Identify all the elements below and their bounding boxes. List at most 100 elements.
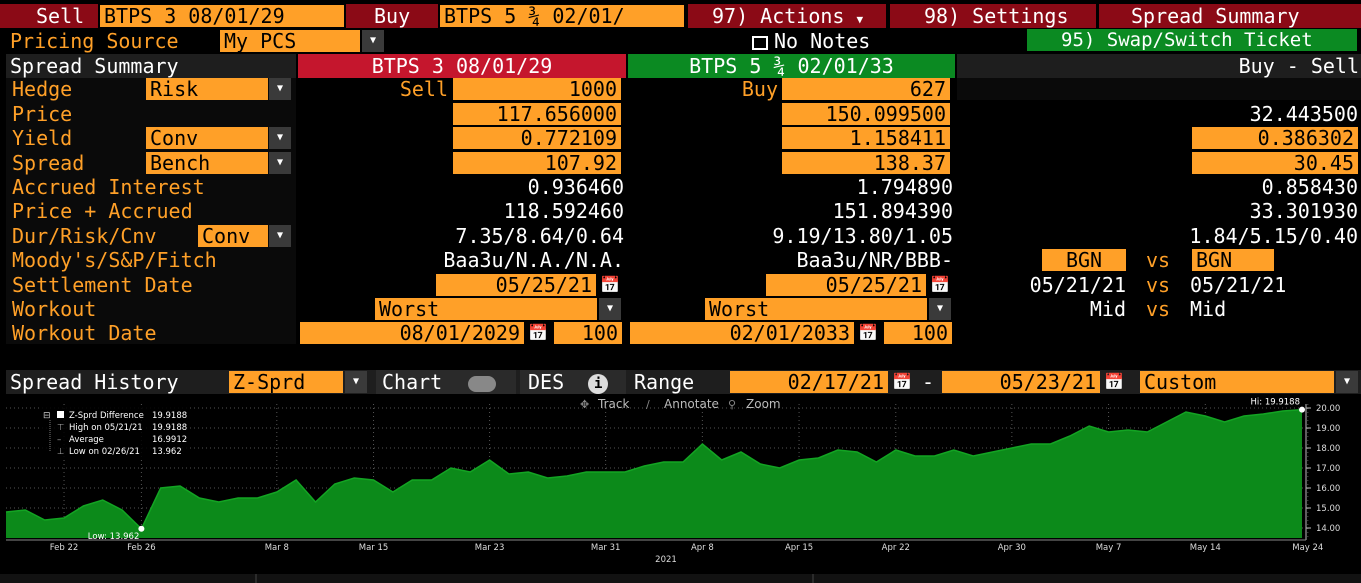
legend-title: Z-Sprd Difference (69, 411, 144, 421)
buy-button[interactable]: Buy (346, 4, 438, 28)
summary-title: Spread Summary (10, 54, 179, 78)
diff-spread-input[interactable]: 30.45 (1192, 152, 1358, 174)
swap-ticket-button[interactable]: 95) Swap/Switch Ticket (1027, 29, 1357, 51)
chevron-down-icon: ▼ (856, 13, 864, 26)
dur-arrow-icon[interactable]: ▼ (269, 225, 291, 247)
buy-security-input[interactable]: BTPS 5 ¾ 02/01/ (440, 5, 684, 27)
sell-workout-arrow-icon[interactable]: ▼ (599, 298, 621, 320)
buy-spread-input[interactable]: 138.37 (782, 152, 950, 174)
range-period-arrow-icon[interactable]: ▼ (1336, 371, 1358, 393)
yield-arrow-icon[interactable]: ▼ (269, 127, 291, 149)
diff-workout-b: Mid (1190, 297, 1227, 321)
track-icon: ✥ (580, 398, 589, 411)
sell-workout-dropdown[interactable]: Worst (375, 298, 597, 320)
sell-workout-calendar-icon[interactable]: 📅 (528, 323, 548, 342)
x-tick-label: Apr 30 (998, 543, 1026, 553)
sell-label: Sell (36, 4, 85, 28)
buy-workout-price-input[interactable]: 100 (884, 322, 952, 344)
actions-menu[interactable]: 97) Actions ▼ (688, 4, 886, 28)
y-tick-label: 15.00 (1316, 504, 1340, 514)
sell-hedge-input[interactable]: 1000 (453, 78, 621, 100)
spread-summary-tab[interactable]: Spread Summary (1099, 4, 1361, 28)
yield-dropdown[interactable]: Conv (146, 127, 268, 149)
buy-hedge-label: Buy (741, 77, 778, 101)
buy-label: Buy (374, 4, 411, 28)
diff-dur: 1.84/5.15/0.40 (1189, 224, 1358, 248)
pricing-source-dropdown[interactable]: My PCS (220, 30, 360, 52)
annotate-tool[interactable]: Annotate (664, 397, 719, 411)
bottom-strip (0, 574, 1361, 583)
buy-workout-arrow-icon[interactable]: ▼ (929, 298, 951, 320)
ratings-label: Moody's/S&P/Fitch (12, 248, 217, 272)
buy-settlement-calendar-icon[interactable]: 📅 (930, 275, 950, 294)
sell-price-accrued: 118.592460 (503, 199, 624, 223)
spread-history-chart[interactable]: 14.00 15.00 16.00 17.00 18.00 19.00 20.00 Feb … (0, 394, 1361, 574)
yield-label: Yield (12, 126, 73, 150)
hedge-arrow-icon[interactable]: ▼ (269, 78, 291, 100)
accrued-label: Accrued Interest (12, 175, 205, 199)
zoom-tool[interactable]: Zoom (746, 397, 781, 411)
dur-label: Dur/Risk/Cnv (12, 224, 157, 248)
x-tick-label: Mar 8 (265, 543, 289, 553)
sell-button[interactable]: Sell (0, 4, 98, 28)
history-field-arrow-icon[interactable]: ▼ (345, 371, 367, 393)
workout-date-label: Workout Date (12, 321, 157, 345)
y-tick-label: 14.00 (1316, 524, 1340, 534)
sell-settlement-input[interactable]: 05/25/21 (436, 274, 596, 296)
sell-settlement-calendar-icon[interactable]: 📅 (600, 275, 620, 294)
des-label: DES (528, 370, 565, 394)
spread-arrow-icon[interactable]: ▼ (269, 152, 291, 174)
no-notes-button[interactable]: No Notes (752, 29, 912, 53)
range-period-dropdown[interactable]: Custom (1140, 371, 1334, 393)
pricing-source-arrow-icon[interactable]: ▼ (362, 30, 384, 52)
range-start-calendar-icon[interactable]: 📅 (892, 372, 912, 391)
diff-workout-vs: vs (1146, 297, 1171, 321)
hedge-dropdown[interactable]: Risk (146, 78, 268, 100)
track-tool[interactable]: Track (597, 397, 629, 411)
x-tick-label: May 24 (1292, 543, 1323, 553)
legend-low-icon: ⊥ (57, 447, 64, 457)
x-tick-label: May 7 (1096, 543, 1122, 553)
range-end-calendar-icon[interactable]: 📅 (1104, 372, 1124, 391)
sell-workout-price-input[interactable]: 100 (554, 322, 622, 344)
legend-collapse-icon[interactable]: ⊟ (43, 411, 51, 421)
diff-ratings-source-b[interactable]: BGN (1192, 249, 1274, 271)
legend-avg: Average (69, 435, 104, 445)
buy-settlement-input[interactable]: 05/25/21 (766, 274, 926, 296)
buy-price-input[interactable]: 150.099500 (782, 103, 950, 125)
chart-button[interactable]: Chart (376, 370, 516, 394)
buy-column-header: BTPS 5 ¾ 02/01/33 (628, 54, 955, 78)
dur-dropdown[interactable]: Conv (198, 225, 268, 247)
y-tick-label: 18.00 (1316, 444, 1340, 454)
y-tick-label: 19.00 (1316, 424, 1340, 434)
legend-low: Low on 02/26/21 (69, 447, 140, 457)
y-axis: 14.00 15.00 16.00 17.00 18.00 19.00 20.00 (1305, 404, 1340, 540)
legend-high-icon: ⊤ (57, 423, 64, 433)
diff-yield-input[interactable]: 0.386302 (1192, 127, 1358, 149)
sell-column-header: BTPS 3 08/01/29 (298, 54, 626, 78)
sell-security-input[interactable]: BTPS 3 08/01/29 (100, 5, 344, 27)
spread-dropdown[interactable]: Bench (146, 152, 268, 174)
sell-spread-input[interactable]: 107.92 (453, 152, 621, 174)
buy-accrued: 1.794890 (856, 175, 953, 199)
range-end-input[interactable]: 05/23/21 (942, 371, 1100, 393)
settings-menu[interactable]: 98) Settings (890, 4, 1096, 28)
des-button[interactable]: DES i (520, 370, 626, 394)
history-field-dropdown[interactable]: Z-Sprd (229, 371, 343, 393)
sell-accrued: 0.936460 (527, 175, 624, 199)
diff-ratings-source-a[interactable]: BGN (1042, 249, 1126, 271)
buy-yield-input[interactable]: 1.158411 (782, 127, 950, 149)
sell-price-input[interactable]: 117.656000 (453, 103, 621, 125)
sell-yield-input[interactable]: 0.772109 (453, 127, 621, 149)
buy-hedge-input[interactable]: 627 (782, 78, 950, 100)
sell-workout-date-input[interactable]: 08/01/2029 (300, 322, 524, 344)
range-start-input[interactable]: 02/17/21 (730, 371, 888, 393)
z-sprd-line (5, 408, 1303, 531)
diff-workout-a: Mid (1089, 297, 1126, 321)
buy-workout-date-input[interactable]: 02/01/2033 (630, 322, 854, 344)
annotate-icon: ∕ (646, 398, 650, 411)
buy-workout-calendar-icon[interactable]: 📅 (858, 323, 878, 342)
buy-workout-dropdown[interactable]: Worst (705, 298, 927, 320)
summary-header (6, 54, 296, 78)
legend-swatch (57, 411, 64, 418)
